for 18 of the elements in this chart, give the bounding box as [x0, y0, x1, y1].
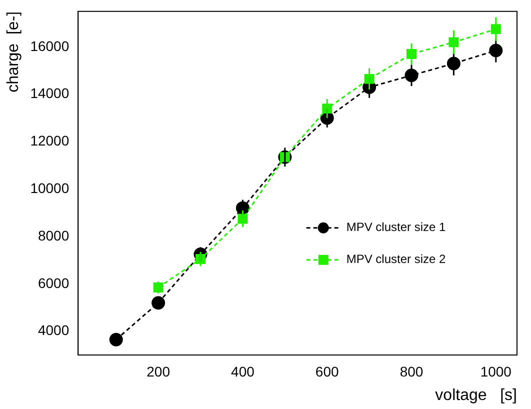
point	[109, 332, 123, 346]
y-tick-label: 12000	[30, 132, 70, 149]
y-axis-title: charge [e-]	[5, 11, 22, 92]
y-tick-label: 8000	[38, 227, 70, 244]
x-tick-label: 600	[315, 363, 339, 380]
point	[152, 296, 166, 310]
x-axis-title: voltage [s]	[435, 386, 517, 404]
legend-label: MPV cluster size 2	[346, 252, 446, 266]
y-tick-label: 4000	[38, 322, 70, 338]
y-tick-label: 10000	[30, 180, 70, 196]
x-tick-label: 400	[231, 363, 255, 380]
x-tick-label: 800	[400, 363, 424, 380]
y-tick-label: 16000	[30, 38, 70, 54]
x-tick-label: 200	[146, 363, 170, 380]
y-tick-label: 14000	[30, 85, 70, 102]
y-tick-label: 6000	[38, 274, 70, 291]
x-tick-label: 1000	[480, 363, 512, 380]
legend-label: MPV cluster size 1	[346, 220, 446, 234]
